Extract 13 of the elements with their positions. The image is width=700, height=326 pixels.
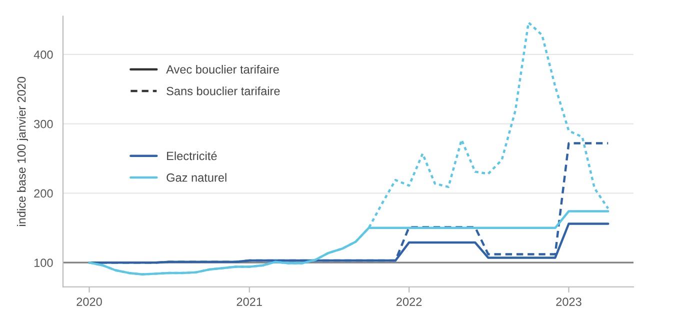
y-tick-label: 100 <box>34 258 53 267</box>
x-tick-label: 2021 <box>236 298 262 306</box>
y-tick-label: 200 <box>34 189 53 198</box>
y-axis-title: indice base 100 janvier 2020 <box>17 76 28 226</box>
y-tick-label: 400 <box>34 50 53 59</box>
annotation: Avec bouclier tarifaire <box>166 64 279 74</box>
legend-label: Electricité <box>167 151 217 160</box>
y-tick-label: 300 <box>34 120 53 128</box>
annotation: Sans bouclier tarifaire <box>166 86 280 96</box>
x-tick-label: 2020 <box>76 298 102 306</box>
x-tick-label: 2022 <box>396 298 422 306</box>
legend-label: Gaz naturel <box>166 173 226 182</box>
x-tick-label: 2023 <box>556 298 582 306</box>
